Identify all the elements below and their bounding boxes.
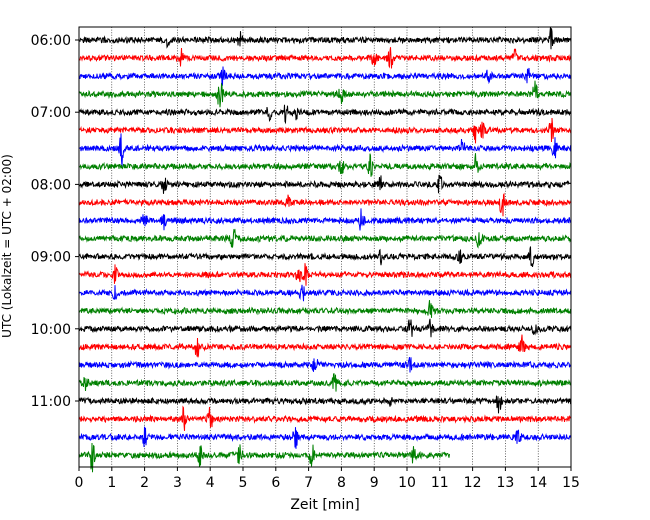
seismic-trace (78, 133, 572, 167)
x-tick-label: 0 (75, 475, 84, 491)
y-axis-label: UTC (Lokalzeit = UTC + 02:00) (0, 154, 14, 338)
x-tick-label: 8 (337, 475, 346, 491)
x-tick-label: 15 (562, 475, 580, 491)
x-tick-label: 9 (370, 475, 379, 491)
seismic-trace (78, 80, 572, 108)
y-tick-label: 07:00 (31, 105, 71, 121)
seismic-trace (78, 228, 572, 249)
seismic-trace (78, 284, 572, 302)
seismic-trace (78, 300, 572, 318)
seismic-trace (78, 104, 572, 125)
x-tick-label: 12 (464, 475, 482, 491)
seismic-trace (78, 192, 572, 217)
seismic-trace (78, 373, 572, 392)
y-tick-label: 06:00 (31, 33, 71, 49)
x-tick-label: 1 (107, 475, 116, 491)
x-axis: 0 1 2 3 4 5 6 7 8 9 10 11 12 13 14 15 (75, 467, 580, 491)
y-tick-label: 08:00 (31, 177, 71, 193)
seismic-trace (78, 153, 572, 177)
seismic-trace (78, 47, 572, 69)
seismic-trace (78, 357, 572, 373)
x-axis-label: Zeit [min] (290, 497, 359, 513)
y-tick-label: 11:00 (31, 394, 71, 410)
seismic-trace (78, 208, 572, 231)
seismic-trace (78, 334, 572, 358)
x-tick-label: 5 (239, 475, 248, 491)
seismic-trace (78, 442, 450, 473)
x-tick-label: 6 (271, 475, 280, 491)
seismic-trace (79, 26, 572, 50)
seismic-trace (78, 117, 572, 144)
seismic-trace (78, 318, 572, 338)
plot-frame (78, 26, 572, 468)
seismic-trace (78, 66, 572, 86)
x-tick-label: 13 (496, 475, 514, 491)
y-tick-label: 10:00 (31, 322, 71, 338)
seismic-trace (78, 405, 572, 431)
seismic-trace (78, 246, 572, 267)
y-axis: 06:00 07:00 08:00 09:00 10:00 11:00 (31, 33, 79, 410)
x-tick-label: 2 (140, 475, 149, 491)
x-tick-label: 4 (206, 475, 215, 491)
y-tick-label: 09:00 (31, 250, 71, 266)
seismic-trace (78, 426, 572, 449)
x-tick-label: 11 (431, 475, 449, 491)
grid-lines (111, 27, 539, 467)
x-tick-label: 7 (304, 475, 313, 491)
seismic-trace (78, 263, 572, 286)
seismic-trace (78, 395, 572, 414)
x-tick-label: 3 (173, 475, 182, 491)
trace-group (78, 26, 572, 473)
x-tick-label: 10 (398, 475, 416, 491)
seismic-trace (78, 174, 572, 194)
x-tick-label: 14 (529, 475, 547, 491)
